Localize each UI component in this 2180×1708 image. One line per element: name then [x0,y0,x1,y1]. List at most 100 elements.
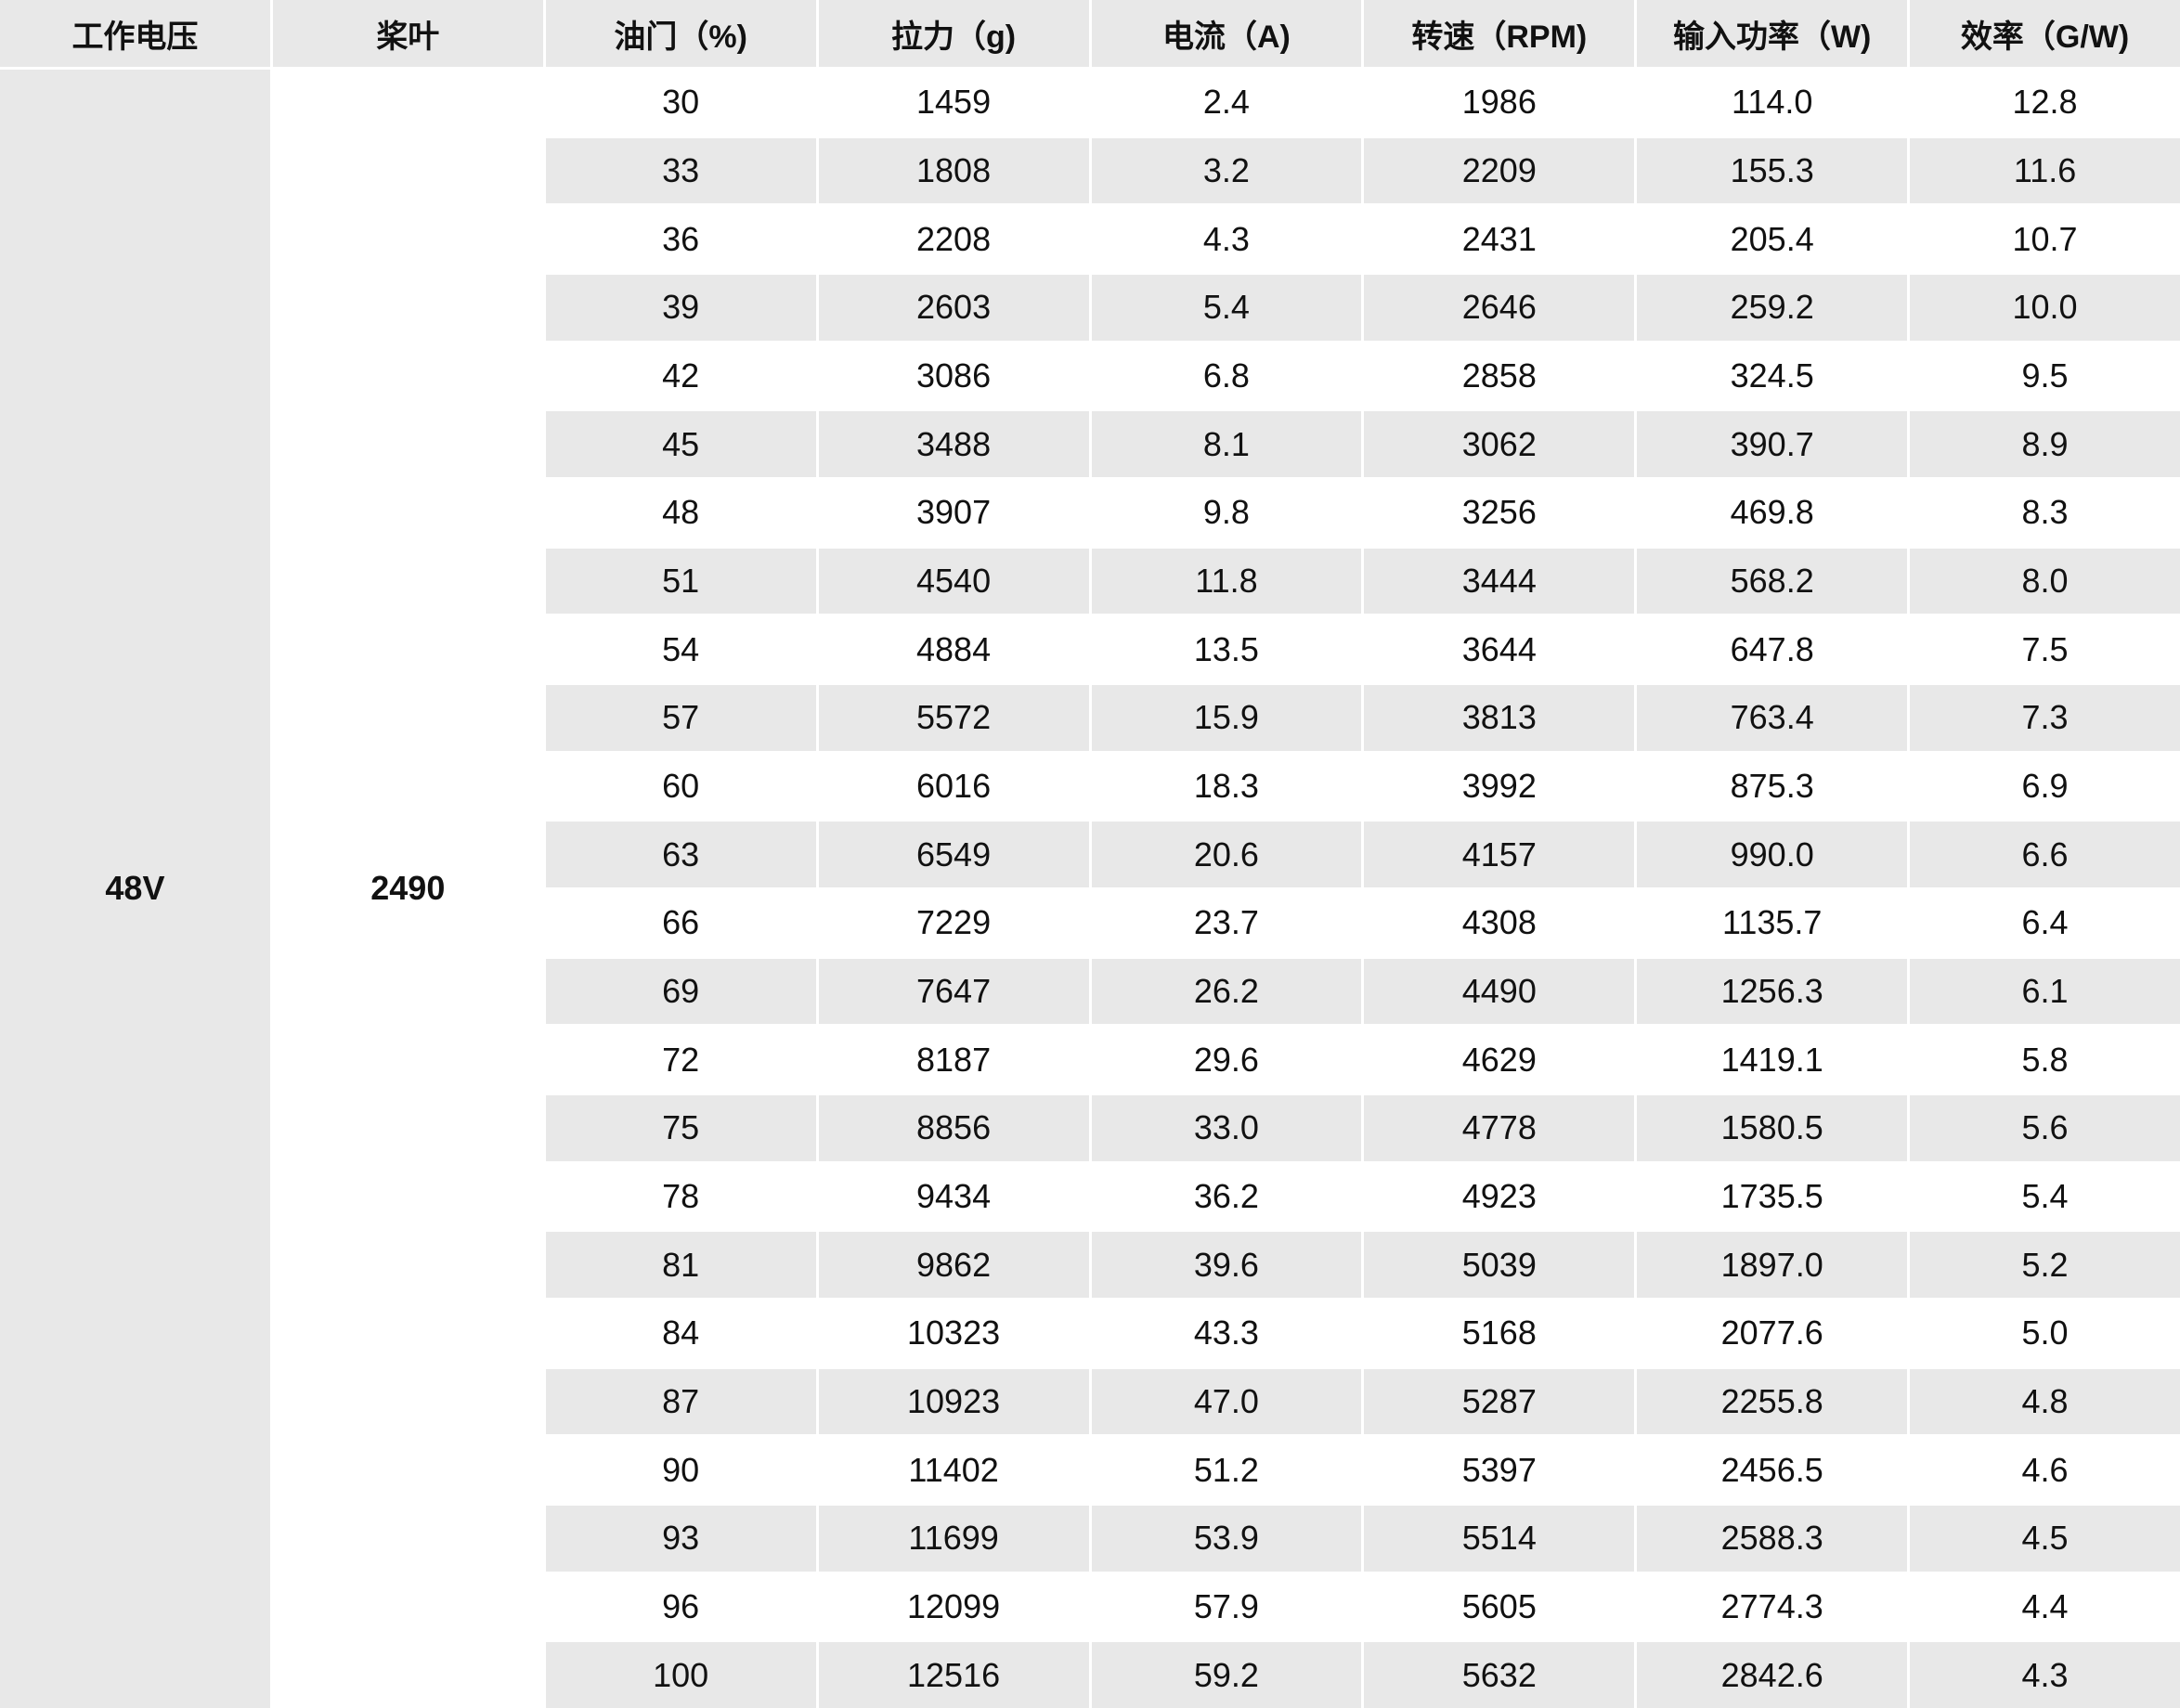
cell-efficiency: 4.6 [1910,1437,2180,1503]
cell-current: 23.7 [1091,889,1362,956]
cell-efficiency: 4.4 [1910,1573,2180,1640]
cell-efficiency: 4.3 [1910,1642,2180,1708]
header-rpm: 转速（RPM) [1364,0,1635,67]
cell-efficiency: 8.3 [1910,479,2180,546]
cell-throttle: 63 [545,822,816,887]
cell-input-power: 2774.3 [1637,1573,1908,1640]
cell-rpm: 3992 [1364,753,1635,820]
cell-throttle: 78 [545,1163,816,1230]
cell-current: 51.2 [1091,1437,1362,1503]
header-current: 电流（A) [1091,0,1362,67]
cell-throttle: 33 [545,137,816,204]
cell-rpm: 3644 [1364,616,1635,682]
cell-efficiency: 4.5 [1910,1505,2180,1572]
propeller-cell: 2490 [272,70,543,1708]
cell-input-power: 647.8 [1637,616,1908,682]
cell-rpm: 4778 [1364,1094,1635,1161]
cell-efficiency: 12.8 [1910,70,2180,136]
cell-input-power: 205.4 [1637,206,1908,272]
cell-efficiency: 10.7 [1910,206,2180,272]
cell-input-power: 1135.7 [1637,889,1908,956]
cell-throttle: 75 [545,1094,816,1161]
header-voltage: 工作电压 [0,0,270,67]
cell-throttle: 100 [545,1642,816,1708]
cell-current: 11.8 [1091,548,1362,615]
cell-throttle: 30 [545,70,816,136]
cell-input-power: 390.7 [1637,411,1908,477]
cell-thrust: 11402 [818,1437,1089,1503]
cell-throttle: 54 [545,616,816,682]
cell-thrust: 3907 [818,479,1089,546]
cell-rpm: 1986 [1364,70,1635,136]
header-thrust: 拉力（g) [818,0,1089,67]
cell-current: 4.3 [1091,206,1362,272]
cell-rpm: 3062 [1364,411,1635,477]
cell-input-power: 2842.6 [1637,1642,1908,1708]
cell-input-power: 155.3 [1637,137,1908,204]
cell-efficiency: 5.6 [1910,1094,2180,1161]
cell-rpm: 5605 [1364,1573,1635,1640]
cell-input-power: 875.3 [1637,753,1908,820]
cell-thrust: 1459 [818,70,1089,136]
cell-throttle: 39 [545,274,816,341]
cell-rpm: 5039 [1364,1232,1635,1298]
cell-throttle: 48 [545,479,816,546]
cell-input-power: 2588.3 [1637,1505,1908,1572]
cell-efficiency: 10.0 [1910,274,2180,341]
cell-throttle: 96 [545,1573,816,1640]
cell-rpm: 4490 [1364,958,1635,1025]
cell-input-power: 2077.6 [1637,1300,1908,1366]
cell-thrust: 5572 [818,684,1089,751]
cell-throttle: 66 [545,889,816,956]
cell-input-power: 568.2 [1637,548,1908,615]
cell-current: 9.8 [1091,479,1362,546]
cell-efficiency: 6.6 [1910,822,2180,887]
cell-thrust: 7647 [818,958,1089,1025]
cell-throttle: 90 [545,1437,816,1503]
cell-thrust: 12099 [818,1573,1089,1640]
cell-current: 29.6 [1091,1027,1362,1093]
voltage-cell: 48V [0,70,270,1708]
cell-efficiency: 4.8 [1910,1368,2180,1435]
cell-thrust: 9434 [818,1163,1089,1230]
cell-current: 33.0 [1091,1094,1362,1161]
cell-input-power: 990.0 [1637,822,1908,887]
cell-current: 18.3 [1091,753,1362,820]
cell-current: 36.2 [1091,1163,1362,1230]
header-propeller: 桨叶 [272,0,543,67]
cell-input-power: 1897.0 [1637,1232,1908,1298]
cell-efficiency: 5.8 [1910,1027,2180,1093]
cell-throttle: 93 [545,1505,816,1572]
cell-current: 5.4 [1091,274,1362,341]
cell-input-power: 1256.3 [1637,958,1908,1025]
cell-current: 53.9 [1091,1505,1362,1572]
cell-rpm: 5287 [1364,1368,1635,1435]
cell-thrust: 4884 [818,616,1089,682]
cell-efficiency: 6.9 [1910,753,2180,820]
cell-rpm: 2431 [1364,206,1635,272]
cell-current: 13.5 [1091,616,1362,682]
cell-current: 15.9 [1091,684,1362,751]
cell-input-power: 2255.8 [1637,1368,1908,1435]
cell-thrust: 6016 [818,753,1089,820]
cell-current: 59.2 [1091,1642,1362,1708]
cell-thrust: 9862 [818,1232,1089,1298]
cell-throttle: 69 [545,958,816,1025]
cell-current: 47.0 [1091,1368,1362,1435]
cell-throttle: 51 [545,548,816,615]
cell-thrust: 3488 [818,411,1089,477]
cell-thrust: 11699 [818,1505,1089,1572]
cell-throttle: 84 [545,1300,816,1366]
cell-efficiency: 5.2 [1910,1232,2180,1298]
cell-rpm: 4923 [1364,1163,1635,1230]
cell-rpm: 4157 [1364,822,1635,887]
header-efficiency: 效率（G/W) [1910,0,2180,67]
cell-thrust: 3086 [818,343,1089,409]
cell-rpm: 2209 [1364,137,1635,204]
cell-thrust: 10923 [818,1368,1089,1435]
cell-rpm: 4629 [1364,1027,1635,1093]
cell-rpm: 2646 [1364,274,1635,341]
cell-efficiency: 8.0 [1910,548,2180,615]
cell-input-power: 1580.5 [1637,1094,1908,1161]
